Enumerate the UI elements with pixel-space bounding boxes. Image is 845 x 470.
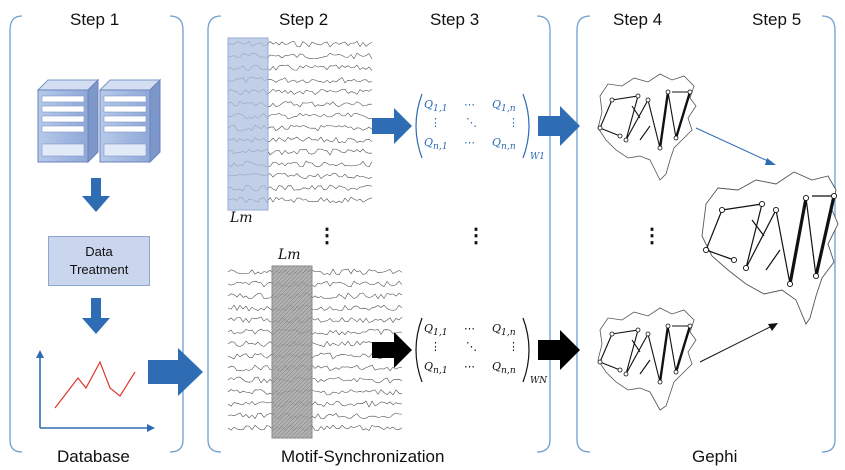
panel-frame-database <box>9 15 184 453</box>
panel-frame-gephi <box>576 15 836 453</box>
signal-trace <box>227 316 403 324</box>
gephi-label: Gephi <box>692 447 738 466</box>
step-4-label: Step 4 <box>613 10 663 29</box>
thin-arrow-top <box>695 127 771 163</box>
database-label: Database <box>57 447 130 466</box>
database-server-icon <box>36 78 162 164</box>
lm-window-bottom <box>271 265 313 439</box>
matrix-top-brackets <box>415 93 530 159</box>
right-arrow-icon <box>538 106 580 146</box>
signal-trace <box>227 400 403 408</box>
signal-trace <box>227 376 403 384</box>
ellipsis-step2: ⋮ <box>317 225 337 247</box>
lm-label-top: Lm <box>230 210 253 226</box>
down-arrow-icon <box>82 298 110 334</box>
data-treatment-line2: Treatment <box>69 262 129 277</box>
signal-trace <box>227 304 403 312</box>
step-3-label: Step 3 <box>430 10 480 29</box>
signal-traces-bottom <box>227 268 403 432</box>
step-1-label: Step 1 <box>70 10 120 29</box>
right-arrow-icon <box>372 332 412 368</box>
signal-trace <box>227 268 403 276</box>
data-treatment-box: Data Treatment <box>48 236 150 286</box>
matrix-bottom-brackets <box>415 317 530 383</box>
mini-line-chart <box>36 350 155 432</box>
signal-trace <box>227 280 403 288</box>
matrix-top-subscript: W1 <box>530 152 545 162</box>
right-arrow-icon <box>372 108 412 144</box>
motif-synchronization-label: Motif-Synchronization <box>281 447 445 466</box>
step-5-label: Step 5 <box>752 10 802 29</box>
right-arrow-icon <box>148 348 203 396</box>
lm-label-bottom: Lm <box>278 247 301 263</box>
signal-trace <box>227 412 403 420</box>
signal-trace <box>227 389 403 396</box>
signal-trace <box>227 424 403 432</box>
map-network-top <box>597 73 697 181</box>
step-2-label: Step 2 <box>279 10 329 29</box>
right-arrow-icon <box>538 330 580 370</box>
thin-arrow-bottom <box>699 325 773 363</box>
signal-trace <box>227 292 403 300</box>
down-arrow-icon <box>82 178 110 212</box>
map-network-bottom <box>597 307 697 411</box>
matrix-bottom-subscript: WN <box>530 376 548 386</box>
data-treatment-line1: Data <box>85 244 113 259</box>
matrix-top: Q1,1 ⋯ Q1,n ⋮ ⋱ ⋮ Qn,1 ⋯ Qn,n W1 <box>424 98 545 162</box>
signal-trace <box>227 364 403 372</box>
lm-window-top <box>227 37 269 211</box>
panel-frame-motif <box>207 15 551 453</box>
matrix-bottom: Q1,1 ⋯ Q1,n ⋮ ⋱ ⋮ Qn,1 ⋯ Qn,n WN <box>424 322 548 386</box>
ellipsis-step3: ⋮ <box>466 225 486 247</box>
ellipsis-step4: ⋮ <box>642 225 662 247</box>
signal-trace <box>227 328 403 336</box>
map-network-aggregate <box>701 171 839 325</box>
